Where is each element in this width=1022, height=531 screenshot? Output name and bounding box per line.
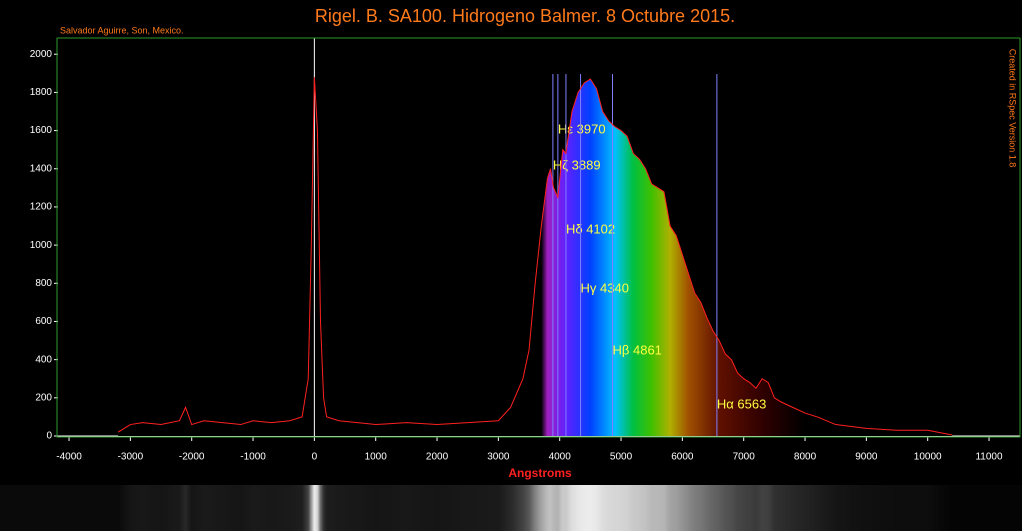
- x-tick-label: -3000: [118, 452, 144, 463]
- spectrum-strip: [0, 485, 1022, 531]
- spectrum-line: [117, 77, 953, 436]
- y-tick-label: 400: [35, 354, 52, 365]
- x-tick-label: -4000: [56, 452, 82, 463]
- x-tick-label: 7000: [733, 452, 756, 463]
- x-tick-label: 2000: [426, 452, 449, 463]
- y-tick-label: 200: [35, 392, 52, 403]
- plot-frame: [56, 37, 1021, 438]
- x-tick-label: 6000: [671, 452, 694, 463]
- x-axis-label: Angstroms: [508, 466, 572, 480]
- y-tick-label: 1400: [30, 163, 53, 174]
- subtitle: Salvador Aguirre, Son, Mexico.: [60, 25, 184, 35]
- y-tick-label: 1600: [30, 125, 53, 136]
- balmer-label: Hζ 3889: [553, 157, 601, 172]
- x-tick-label: 8000: [794, 452, 817, 463]
- y-tick-label: 1200: [30, 202, 53, 213]
- balmer-label: Hα 6563: [717, 396, 766, 411]
- balmer-label: Hδ 4102: [566, 221, 615, 236]
- x-tick-label: 4000: [549, 452, 572, 463]
- chart-title: Rigel. B. SA100. Hidrogeno Balmer. 8 Oct…: [315, 6, 735, 26]
- y-tick-label: 1800: [30, 87, 53, 98]
- x-tick-label: 11000: [975, 452, 1003, 463]
- y-tick-label: 800: [35, 278, 52, 289]
- x-tick-label: 5000: [610, 452, 633, 463]
- y-tick-label: 600: [35, 316, 52, 327]
- balmer-label: Hγ 4340: [581, 280, 629, 295]
- balmer-label: Hε 3970: [558, 121, 606, 136]
- x-tick-label: 0: [312, 452, 318, 463]
- balmer-label: Hβ 4861: [613, 342, 662, 357]
- y-tick-label: 0: [46, 431, 52, 442]
- x-tick-label: 3000: [487, 452, 510, 463]
- side-note: Created in RSpec Version 1.8: [1008, 49, 1018, 168]
- y-tick-label: 2000: [30, 49, 53, 60]
- x-tick-label: 10000: [914, 452, 942, 463]
- y-tick-label: 1000: [30, 240, 53, 251]
- x-tick-label: -1000: [240, 452, 266, 463]
- x-tick-label: 9000: [855, 452, 878, 463]
- x-tick-label: 1000: [365, 452, 388, 463]
- x-tick-label: -2000: [179, 452, 205, 463]
